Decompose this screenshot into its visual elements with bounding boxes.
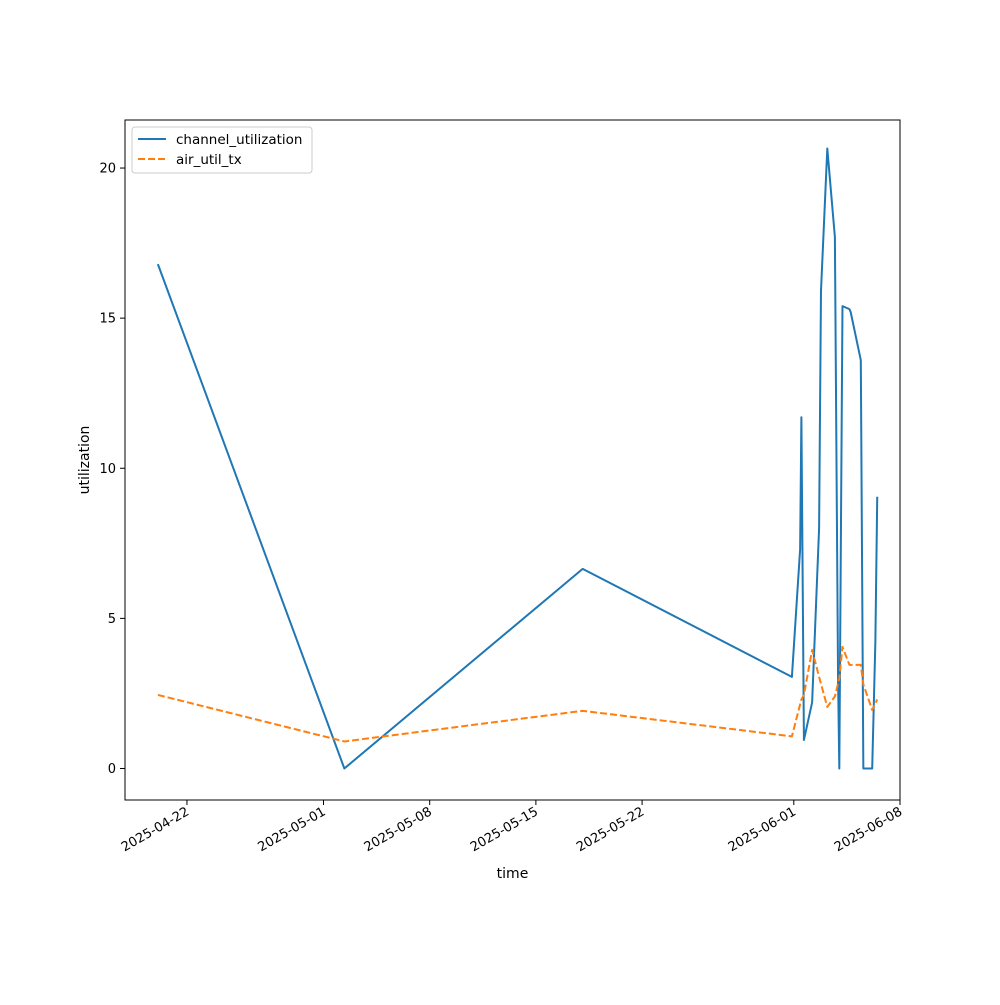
x-tick-label: 2025-06-08 (832, 804, 905, 855)
x-tick-label: 2025-05-22 (574, 804, 647, 855)
x-axis-ticks: 2025-04-22 2025-05-01 2025-05-08 2025-05-15… (119, 800, 905, 855)
series-line-air-util-tx (157, 645, 879, 743)
y-axis-title: utilization (77, 426, 93, 495)
x-tick-label: 2025-05-08 (362, 804, 435, 855)
x-tick-label: 2025-05-01 (256, 804, 329, 855)
plot-frame (124, 119, 901, 801)
plot-lines (156, 147, 879, 770)
x-tick-label: 2025-04-22 (119, 804, 192, 855)
y-axis-ticks: 0 5 10 15 20 (99, 162, 125, 777)
legend-label-channel-utilization: channel_utilization (176, 132, 303, 148)
y-tick-label: 15 (99, 312, 116, 327)
x-axis-title: time (497, 866, 529, 882)
y-tick-label: 0 (108, 762, 116, 777)
series-line-channel-utilization (156, 147, 879, 770)
y-tick-label: 20 (99, 162, 116, 177)
y-tick-label: 10 (99, 462, 116, 477)
legend: channel_utilization air_util_tx (131, 126, 313, 174)
legend-box (131, 126, 313, 174)
y-tick-label: 5 (108, 612, 116, 627)
legend-label-air-util-tx: air_util_tx (176, 152, 242, 168)
x-tick-label: 2025-06-01 (726, 804, 799, 855)
x-tick-label: 2025-05-15 (468, 804, 541, 855)
